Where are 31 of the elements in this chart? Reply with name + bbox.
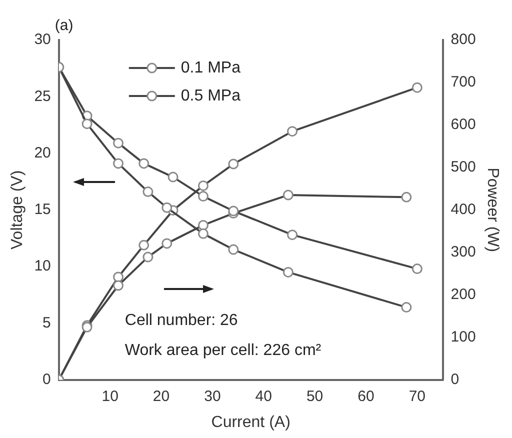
y2-tick-label: 0 bbox=[450, 370, 460, 388]
y2-tick-label: 400 bbox=[450, 201, 476, 218]
y-axis-title: Voltage (V) bbox=[9, 170, 26, 250]
y-tick-label: 25 bbox=[34, 88, 51, 105]
y2-tick-label: 500 bbox=[450, 158, 476, 176]
x-tick-label: 20 bbox=[152, 388, 170, 405]
x-tick-label: 70 bbox=[408, 388, 426, 405]
y2-tick-label: 800 bbox=[450, 31, 476, 48]
legend-label: 0.1 MPa bbox=[180, 59, 241, 76]
x-axis-title: Current (A) bbox=[211, 414, 290, 431]
annotation: Cell number: 26 bbox=[124, 312, 238, 329]
y2-tick-label: 100 bbox=[450, 328, 476, 346]
x-tick-label: 60 bbox=[358, 388, 374, 405]
y-tick-label: 15 bbox=[34, 201, 51, 218]
y-tick-label: 0 bbox=[42, 370, 51, 388]
x-tick-label: 10 bbox=[102, 388, 118, 405]
x-tick-label: 50 bbox=[306, 388, 324, 405]
chart-title: (a) bbox=[54, 17, 74, 34]
y2-tick-label: 200 bbox=[450, 286, 476, 303]
y2-axis-title: Poweer (W) bbox=[484, 168, 501, 252]
y-tick-label: 30 bbox=[34, 31, 51, 48]
y-tick-label: 5 bbox=[42, 314, 51, 332]
y2-tick-label: 300 bbox=[450, 244, 476, 261]
x-tick-label: 30 bbox=[204, 388, 221, 405]
y-tick-label: 20 bbox=[34, 144, 51, 162]
y2-tick-label: 600 bbox=[450, 116, 476, 134]
y2-tick-label: 700 bbox=[450, 74, 476, 91]
y-tick-label: 10 bbox=[34, 258, 51, 275]
annotation: Work area per cell: 226 cm² bbox=[124, 342, 322, 359]
x-tick-label: 40 bbox=[255, 388, 272, 405]
legend-label: 0.5 MPa bbox=[180, 87, 241, 104]
